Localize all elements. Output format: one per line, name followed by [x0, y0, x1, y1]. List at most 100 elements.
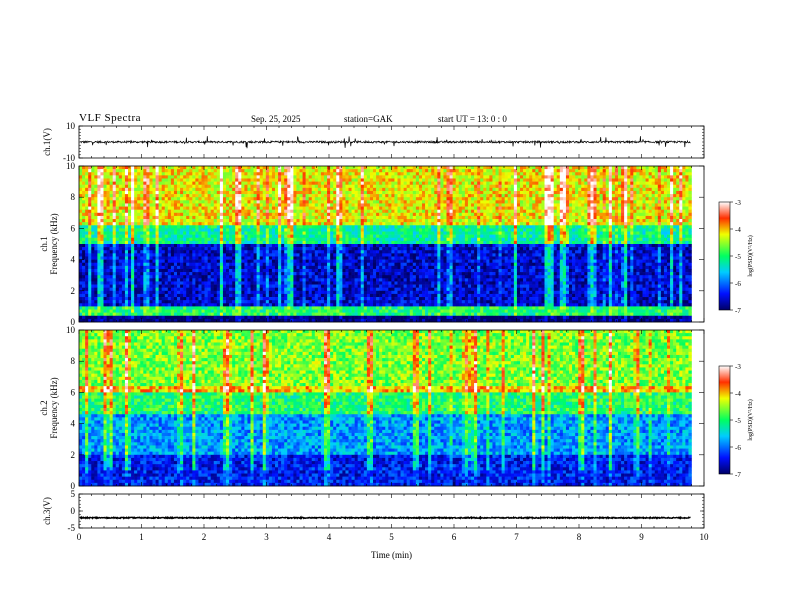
spectrogram-cell — [409, 219, 414, 223]
spectrogram-cell — [314, 197, 319, 201]
spectrogram-cell — [667, 231, 671, 235]
spectrogram-cell — [431, 215, 435, 220]
spectrogram-cell — [302, 215, 306, 220]
spectrogram-cell — [685, 219, 689, 223]
spectrogram-cell — [91, 172, 95, 176]
spectrogram-cell — [363, 212, 368, 217]
spectrogram-cell — [556, 197, 561, 201]
spectrogram-cell — [464, 175, 469, 179]
spectrogram-cell — [128, 200, 132, 204]
spectrogram-cell — [663, 237, 668, 242]
spectrogram-cell — [492, 222, 496, 226]
spectrogram-cell — [578, 225, 582, 229]
spectrogram-cell — [314, 178, 319, 182]
spectrogram-cell — [339, 166, 343, 170]
spectrogram-cell — [541, 206, 545, 210]
spectrogram-cell — [587, 228, 591, 232]
spectrogram-cell — [614, 234, 619, 239]
spectrogram-cell — [523, 181, 527, 186]
spectrogram-cell — [636, 231, 640, 235]
spectrogram-cell — [100, 181, 104, 186]
spectrogram-cell — [348, 212, 352, 217]
spectrogram-cell — [345, 187, 349, 192]
spectrogram-cell — [645, 197, 649, 201]
spectrogram-cell — [651, 194, 656, 198]
spectrogram-cell — [670, 222, 674, 226]
spectrogram-cell — [79, 194, 83, 198]
spectrogram-cell — [458, 234, 463, 239]
spectrogram-cell — [562, 234, 567, 239]
spectrogram-cell — [621, 203, 625, 207]
spectrogram-cell — [158, 172, 162, 176]
spectrogram-cell — [501, 190, 505, 195]
spectrogram-cell — [124, 231, 129, 235]
spectrogram-cell — [467, 225, 472, 229]
spectrogram-cell — [452, 237, 456, 242]
spectrogram-cell — [458, 181, 463, 186]
spectrogram-cell — [170, 225, 175, 229]
spectrogram-cell — [455, 206, 460, 210]
spectrogram-cell — [458, 166, 463, 170]
spectrogram-cell — [333, 215, 337, 220]
spectrogram-cell — [189, 240, 193, 245]
spectrogram-cell — [474, 178, 478, 182]
spectrogram-cell — [100, 240, 104, 245]
spectrogram-cell — [550, 222, 554, 226]
spectrogram-cell — [128, 219, 132, 223]
spectrogram-cell — [216, 209, 221, 214]
spectrogram-cell — [520, 169, 524, 173]
spectrogram-cell — [241, 234, 245, 239]
spectrogram-cell — [581, 225, 585, 229]
spectrogram-cell — [614, 169, 619, 173]
spectrogram-cell — [146, 231, 150, 235]
spectrogram-cell — [177, 209, 181, 214]
spectrogram-cell — [259, 240, 264, 245]
spectrogram-cell — [449, 228, 453, 232]
spectrogram-cell — [541, 219, 545, 223]
spectrogram-cell — [97, 206, 101, 210]
spectrogram-cell — [128, 209, 132, 214]
spectrogram-cell — [94, 237, 98, 242]
spectrogram-cell — [391, 194, 395, 198]
spectrogram-cell — [128, 215, 132, 220]
spectrogram-cell — [317, 209, 322, 214]
spectrogram-cell — [489, 200, 493, 204]
spectrogram-cell — [207, 200, 211, 204]
spectrogram-cell — [250, 200, 254, 204]
spectrogram-cell — [673, 178, 677, 182]
spectrogram-cell — [403, 194, 407, 198]
spectrogram-cell — [164, 206, 169, 210]
spectrogram-cell — [532, 225, 536, 229]
spectrogram-cell — [538, 209, 542, 214]
spectrogram-cell — [342, 231, 346, 235]
spectrogram-cell — [320, 190, 325, 195]
spectrogram-cell — [593, 178, 597, 182]
spectrogram-cell — [510, 231, 515, 235]
spectrogram-cell — [648, 172, 652, 176]
spectrogram-cell — [415, 175, 420, 179]
spectrogram-cell — [296, 219, 300, 223]
spectrogram-cell — [271, 225, 276, 229]
spectrogram-cell — [238, 206, 242, 210]
spectrogram-cell — [290, 181, 294, 186]
spectrogram-cell — [186, 181, 190, 186]
spectrogram-cell — [327, 194, 331, 198]
spectrogram-cell — [584, 215, 588, 220]
spectrogram-cell — [425, 234, 429, 239]
spectrogram-cell — [149, 178, 153, 182]
spectrogram-cell — [385, 190, 389, 195]
spectrogram-cell — [275, 206, 279, 210]
spectrogram-cell — [403, 203, 407, 207]
spectrogram-cell — [688, 169, 692, 173]
spectrogram-cell — [164, 203, 169, 207]
spectrogram-cell — [235, 234, 239, 239]
spectrogram-cell — [526, 209, 530, 214]
spectrogram-cell — [317, 172, 322, 176]
spectrogram-cell — [296, 169, 300, 173]
spectrogram-cell — [602, 237, 607, 242]
spectrogram-cell — [376, 225, 380, 229]
spectrogram-cell — [520, 237, 524, 242]
spectrogram-cell — [639, 237, 643, 242]
spectrogram-cell — [452, 194, 456, 198]
spectrogram-cell — [547, 231, 551, 235]
